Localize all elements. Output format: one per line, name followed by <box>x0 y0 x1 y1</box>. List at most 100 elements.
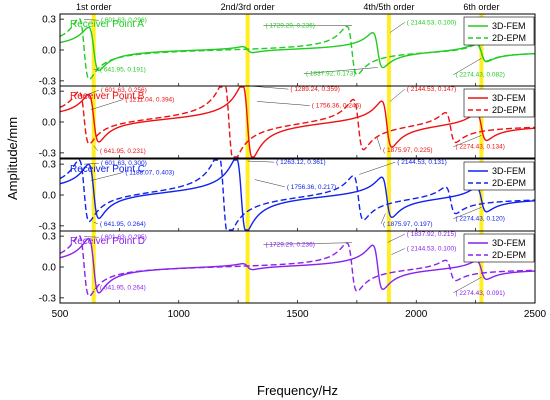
panel-title: Receiver Point D <box>70 236 145 247</box>
x-tick-label: 2000 <box>405 309 428 320</box>
y-axis-title: Amplitude/mm <box>5 117 20 200</box>
annotation-leader <box>84 236 99 238</box>
y-tick-label: -0.3 <box>39 221 57 232</box>
x-tick-label: 500 <box>52 309 69 320</box>
data-label: ( 1875.97, 0.225) <box>383 147 433 154</box>
panels-layer: -0.3 0.0 0.3 ( 601.63, 0.296) ( 641.95, 0.19… <box>39 13 536 304</box>
panel-receiver-a: -0.3 0.0 0.3 ( 601.63, 0.296) ( 641.95, 0.19… <box>39 13 536 87</box>
legend-entry: 3D-FEM <box>492 93 526 103</box>
y-tick-label: 0.3 <box>42 232 56 243</box>
data-label: ( 2144.53, 0.131) <box>397 159 447 166</box>
order-labels-layer: 1st order 2nd/3rd order 4th/5th order 6th o… <box>76 2 499 12</box>
x-tick-label: 1500 <box>286 309 309 320</box>
legend-entry: 2D-EPM <box>492 250 526 260</box>
annotation-leader <box>359 161 396 175</box>
legend-entry: 2D-EPM <box>492 178 526 188</box>
data-label: ( 601.63, 0.295) <box>101 234 147 241</box>
annotation-leader <box>257 101 310 106</box>
annotation-leader <box>90 99 124 110</box>
annotation-leader <box>93 145 99 152</box>
series-line-2d-epm <box>59 17 536 80</box>
annotation-leader <box>263 242 352 245</box>
data-label: ( 2274.43, 0.120) <box>455 216 505 223</box>
x-tick-label: 1000 <box>168 309 191 320</box>
series-line-2d-epm <box>59 234 536 297</box>
data-label: ( 2274.43, 0.134) <box>455 144 505 151</box>
panel-frame <box>59 230 536 304</box>
annotation-leader <box>303 67 378 74</box>
data-label: ( 1289.24, 0.359) <box>290 86 340 93</box>
annotation-leader <box>453 58 482 75</box>
annotation-leader <box>254 179 285 188</box>
series-line-3d-fem <box>59 159 536 231</box>
legend-entry: 2D-EPM <box>492 105 526 115</box>
panel-receiver-b: -0.3 0.0 0.3 ( 601.63, 0.256) ( 1211.04, 0.3… <box>39 85 536 159</box>
data-label: ( 1263.12, 0.361) <box>276 159 326 166</box>
y-tick-label: 0.3 <box>42 15 56 26</box>
annotation-leader <box>391 248 405 255</box>
annotation-leader <box>247 160 275 163</box>
data-label: ( 1188.07, 0.403) <box>125 169 174 176</box>
data-label: ( 601.63, 0.256) <box>101 87 147 94</box>
data-label: ( 1729.29, 0.236) <box>265 241 315 248</box>
annotation-leader <box>90 172 124 181</box>
data-label: ( 601.63, 0.296) <box>101 17 147 24</box>
data-label: ( 1837.92, 0.173) <box>306 71 356 78</box>
annotation-leader <box>249 85 289 90</box>
series-line-2d-epm <box>59 86 536 158</box>
y-tick-label: 0.0 <box>42 191 56 202</box>
data-label: ( 601.63, 0.300) <box>101 160 147 167</box>
panel-frame <box>59 85 536 159</box>
data-label: ( 641.95, 0.264) <box>100 221 146 228</box>
annotation-leader <box>387 233 405 243</box>
legend-entry: 3D-FEM <box>492 238 526 248</box>
annotation-leader <box>84 162 99 165</box>
legend-entry: 3D-FEM <box>492 21 526 31</box>
legend <box>463 88 535 118</box>
order-label: 6th order <box>463 2 499 12</box>
panel-receiver-c: -0.3 0.0 0.3 ( 601.63, 0.300) ( 1188.07, 0.4… <box>39 158 536 232</box>
annotation-leader <box>93 221 98 225</box>
annotation-leader <box>453 207 482 219</box>
legend-entry: 2D-EPM <box>492 33 526 43</box>
annotation-leader <box>93 287 99 290</box>
annotation-leader <box>380 213 386 224</box>
annotation-leader <box>453 277 482 293</box>
data-label: ( 2144.53, 0.147) <box>407 86 457 93</box>
data-label: ( 2274.43, 0.082) <box>455 72 505 79</box>
legend <box>463 16 535 46</box>
annotation-leader <box>84 19 99 21</box>
panel-title: Receiver Point A <box>70 19 144 30</box>
y-tick-label: 0.3 <box>42 160 56 171</box>
y-tick-label: -0.3 <box>39 76 57 87</box>
annotation-leader <box>453 135 482 147</box>
y-tick-label: -0.3 <box>39 148 57 159</box>
series-line-2d-epm <box>59 159 536 231</box>
order-label: 4th/5th order <box>363 2 414 12</box>
data-label: ( 641.95, 0.191) <box>100 67 146 74</box>
x-tick-label: 2500 <box>524 309 547 320</box>
legend <box>463 233 535 263</box>
data-label: ( 641.95, 0.264) <box>100 285 146 292</box>
panel-receiver-d: -0.3 0.0 0.3 ( 601.63, 0.295) ( 641.95, 0.26… <box>39 230 536 304</box>
data-label: ( 641.95, 0.231) <box>100 148 146 155</box>
panel-title: Receiver Point B <box>70 91 145 102</box>
y-tick-label: 0.0 <box>42 263 56 274</box>
x-axis-title: Frequency/Hz <box>257 383 338 398</box>
y-tick-label: 0.0 <box>42 118 56 129</box>
order-label: 1st order <box>76 2 112 12</box>
data-label: ( 1875.97, 0.197) <box>383 221 433 228</box>
annotation-leader <box>389 88 405 102</box>
series-line-3d-fem <box>59 86 536 158</box>
y-tick-label: -0.3 <box>39 293 57 304</box>
legend-entry: 3D-FEM <box>492 166 526 176</box>
annotation-leader <box>389 22 405 33</box>
annotation-leader <box>376 137 382 150</box>
data-label: ( 2144.53, 0.100) <box>407 19 457 26</box>
data-label: ( 1211.04, 0.394) <box>125 96 174 103</box>
panel-title: Receiver Point C <box>70 164 145 175</box>
data-label: ( 2274.43, 0.091) <box>455 290 505 297</box>
y-tick-label: 0.3 <box>42 87 56 98</box>
y-tick-label: 0.0 <box>42 46 56 57</box>
